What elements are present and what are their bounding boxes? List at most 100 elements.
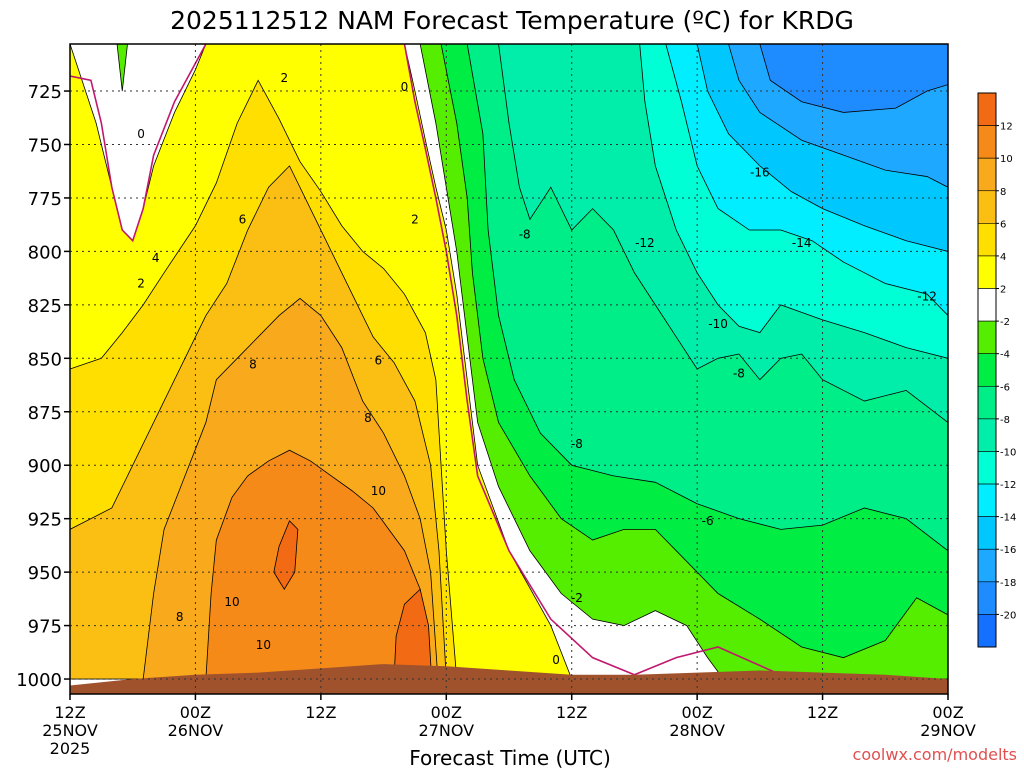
colorbar-label: -16 — [1000, 545, 1016, 556]
colorbar-label: 8 — [1000, 187, 1006, 198]
y-tick-label: 875 — [28, 403, 62, 424]
contour-label: 6 — [375, 353, 383, 367]
zero-contour-0 — [70, 44, 207, 243]
contour-label: 2 — [411, 212, 419, 226]
y-tick-label: 850 — [28, 349, 62, 370]
x-tick-time: 00Z — [681, 703, 712, 722]
contour-label: -10 — [708, 317, 728, 331]
colorbar-bin-10 — [977, 418, 997, 452]
y-tick-label: 975 — [28, 617, 62, 638]
contour-label: 4 — [152, 251, 160, 265]
colorbar-bin-6 — [977, 288, 997, 322]
colorbar-label: -20 — [1000, 610, 1016, 621]
colorbar-bin-14 — [977, 548, 997, 583]
contour-label: 2 — [280, 71, 288, 85]
colorbar-bin-1 — [977, 125, 997, 159]
x-tick-time: 00Z — [431, 703, 462, 722]
colorbar-bin-15 — [977, 581, 997, 615]
x-tick-date: 26NOV — [168, 721, 224, 740]
colorbar-bin-7 — [977, 320, 997, 355]
contour-label: 8 — [176, 610, 184, 624]
temperature-band-6 — [273, 520, 299, 590]
contour-label: -2 — [571, 591, 583, 605]
colorbar-label: 12 — [1000, 122, 1013, 133]
y-tick-label: 725 — [28, 82, 62, 103]
x-tick-date: 28NOV — [669, 721, 725, 740]
contour-label: -6 — [702, 514, 714, 528]
contour-label: -14 — [792, 236, 812, 250]
temperature-band-4 — [205, 449, 433, 680]
colorbar-label: -2 — [1000, 317, 1010, 328]
colorbar-bin-11 — [977, 451, 997, 485]
contour-label: 0 — [137, 127, 145, 141]
colorbar-bin-13 — [977, 516, 997, 550]
contour-label: 0 — [552, 653, 560, 667]
colorbar-bin-4 — [977, 223, 997, 257]
contour-label: 10 — [256, 638, 271, 652]
y-tick-label: 900 — [28, 456, 62, 477]
contour-label: -12 — [917, 289, 937, 303]
credit-text: coolwx.com/modelts — [853, 745, 1017, 764]
contour-label: 6 — [239, 212, 247, 226]
temperature-band-18 — [759, 44, 948, 113]
temperature-band-10 — [116, 44, 128, 92]
contour-label: -12 — [635, 236, 655, 250]
colorbar-label: -18 — [1000, 578, 1016, 589]
y-tick-label: 950 — [28, 563, 62, 584]
colorbar-bin-9 — [977, 385, 997, 420]
contour-label: 10 — [371, 484, 386, 498]
x-tick-year: 2025 — [50, 739, 91, 758]
colorbar-bin-0 — [977, 92, 997, 126]
x-tick-time: 00Z — [180, 703, 211, 722]
y-tick-label: 1000 — [16, 670, 62, 691]
contour-label: -8 — [571, 437, 583, 451]
y-tick-label: 800 — [28, 242, 62, 263]
contour-label: -8 — [733, 366, 745, 380]
colorbar-label: -14 — [1000, 513, 1016, 524]
colorbar-bin-3 — [977, 190, 997, 224]
y-tick-label: 925 — [28, 510, 62, 531]
colorbar-label: -6 — [1000, 382, 1010, 393]
x-axis-label: Forecast Time (UTC) — [409, 746, 611, 768]
colorbar-bin-16 — [977, 614, 997, 648]
axes: 725750775800825850875900925950975100012Z… — [16, 43, 976, 758]
x-tick-date: 25NOV — [42, 721, 98, 740]
contour-label: 2 — [137, 276, 145, 290]
x-tick-date: 27NOV — [418, 721, 474, 740]
colorbar-label: 2 — [1000, 285, 1006, 296]
colorbar-label: -8 — [1000, 415, 1010, 426]
colorbar-label: -10 — [1000, 447, 1016, 458]
y-tick-label: 750 — [28, 135, 62, 156]
contour-label: 0 — [401, 80, 409, 94]
colorbar-label: 10 — [1000, 154, 1013, 165]
colorbar: 12 10 8 6 4 2 -2 -4 -6 -8 -10 -12 -14 -16 -18 -20 — [977, 92, 1016, 648]
x-tick-date: 29NOV — [920, 721, 976, 740]
contour-label: 10 — [224, 595, 239, 609]
plot-frame — [69, 43, 949, 695]
contour-label: -8 — [519, 227, 531, 241]
colorbar-bin-8 — [977, 353, 997, 387]
contour-label: 8 — [249, 358, 257, 372]
y-tick-label: 825 — [28, 296, 62, 317]
contour-label: -16 — [750, 165, 770, 179]
colorbar-label: 4 — [1000, 252, 1006, 263]
colorbar-bin-2 — [977, 157, 997, 192]
colorbar-label: 6 — [1000, 219, 1006, 230]
colorbar-label: -12 — [1000, 480, 1016, 491]
colorbar-frame — [977, 92, 997, 648]
x-tick-time: 12Z — [305, 703, 336, 722]
zero-contour-1 — [403, 44, 782, 676]
x-tick-time: 12Z — [556, 703, 587, 722]
x-tick-time: 12Z — [54, 703, 85, 722]
contour-label: 8 — [364, 411, 372, 425]
colorbar-bin-5 — [977, 255, 997, 289]
colorbar-label: -4 — [1000, 350, 1010, 361]
chart-title: 2025112512 NAM Forecast Temperature (ºC)… — [170, 6, 854, 35]
x-tick-time: 00Z — [932, 703, 963, 722]
y-tick-label: 775 — [28, 189, 62, 210]
colorbar-bin-12 — [977, 483, 997, 517]
x-tick-time: 12Z — [807, 703, 838, 722]
